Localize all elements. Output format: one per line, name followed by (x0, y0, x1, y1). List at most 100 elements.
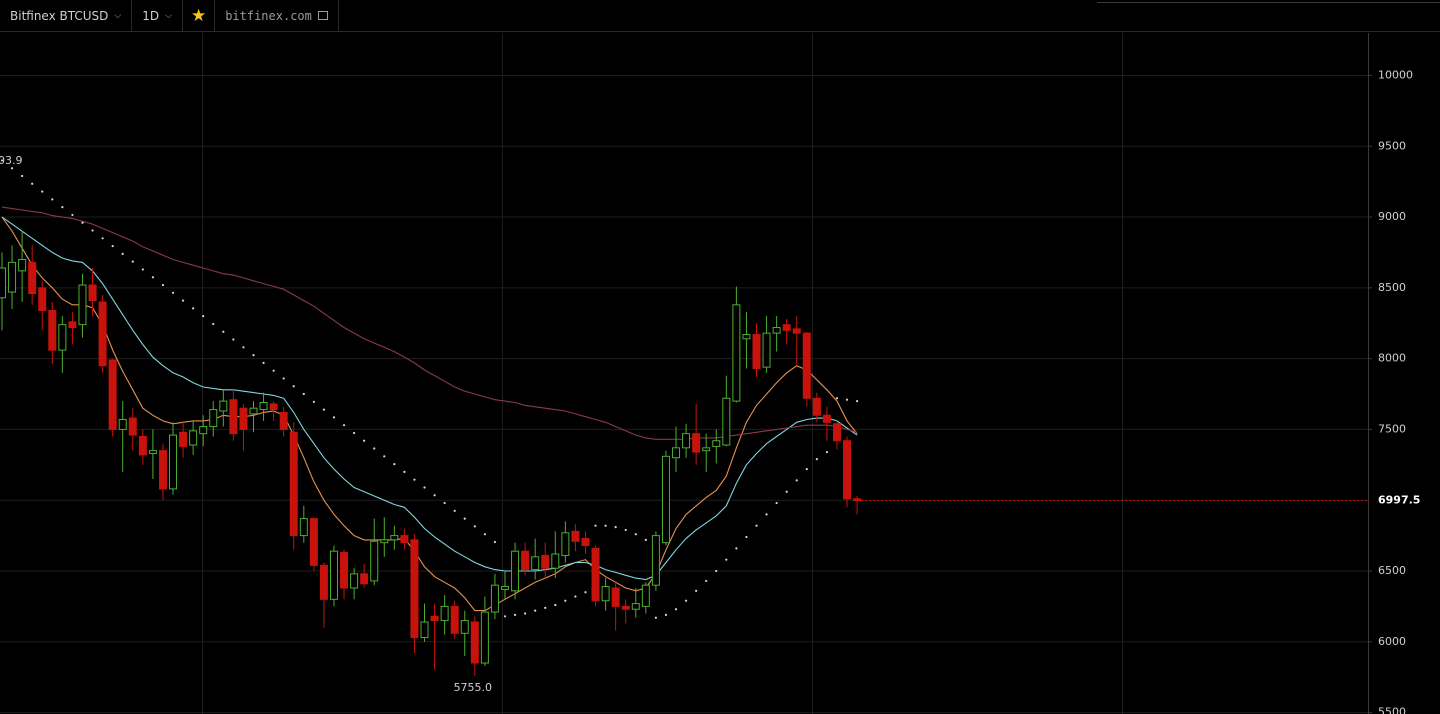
candle-body (329, 550, 338, 600)
sar-dot (755, 524, 758, 527)
candle-body (742, 334, 751, 340)
sar-dot (21, 174, 24, 178)
sar-dot (745, 535, 748, 539)
candle-body (832, 423, 841, 442)
sar-dot (805, 467, 808, 471)
sar-dot (413, 478, 416, 481)
candle-body (189, 430, 198, 446)
sar-dot (725, 558, 728, 561)
sar-dot (473, 525, 476, 528)
candle-body (169, 434, 178, 490)
candle-body (853, 498, 862, 502)
y-tick-label: 8000 (1378, 352, 1406, 365)
candle-body (501, 586, 509, 590)
sar-dot (503, 615, 507, 618)
candle-body (148, 450, 157, 454)
candle-body (350, 573, 359, 589)
sar-dot (624, 528, 627, 532)
y-tick-label: 6000 (1378, 635, 1406, 648)
y-tick-label: 5500 (1378, 706, 1406, 714)
candle-body (38, 287, 47, 311)
candle-body (621, 605, 630, 610)
candle-body (8, 261, 17, 293)
site-link[interactable]: bitfinex.com (215, 0, 339, 31)
sar-dot (51, 198, 54, 201)
candle-body (269, 403, 278, 411)
candle-body (48, 309, 57, 351)
candle-body (480, 611, 489, 664)
candle-body (702, 447, 711, 452)
toolbar: Bitfinex BTCUSD ⌵ 1D ⌵ ★ bitfinex.com (0, 0, 1440, 32)
candle-body (98, 301, 107, 367)
sar-dot (825, 450, 829, 454)
candle-body (390, 535, 399, 541)
sar-dot (61, 206, 64, 209)
candle-body (380, 539, 389, 544)
sar-dot (222, 330, 225, 333)
candle-body (229, 399, 238, 435)
sar-dot (634, 533, 637, 536)
top-line (1097, 2, 1440, 3)
candle-body (340, 552, 349, 589)
symbol-selector[interactable]: Bitfinex BTCUSD ⌵ (0, 0, 133, 31)
sar-dot (373, 447, 376, 450)
sar-dot (835, 397, 839, 400)
sar-dot (695, 589, 698, 592)
moving-average-line (1, 206, 858, 440)
candle-body (531, 556, 540, 571)
favorite-star[interactable]: ★ (183, 0, 216, 31)
sar-dot (101, 237, 104, 240)
sar-dot (614, 526, 617, 529)
candle-body (541, 554, 550, 569)
sar-dot (765, 513, 768, 516)
sar-dot (121, 252, 124, 255)
candle-body (78, 284, 87, 326)
candle-body (581, 537, 590, 547)
sar-dot (654, 616, 658, 619)
sar-dot (544, 606, 547, 609)
sar-dot (856, 400, 859, 403)
candle-body (641, 584, 650, 607)
sar-dot (212, 322, 215, 326)
sar-dot (845, 398, 849, 401)
sar-dot (322, 408, 326, 411)
sar-dot (161, 283, 165, 287)
sar-dot (715, 569, 718, 573)
sar-dot (785, 490, 788, 493)
sar-dot (493, 540, 497, 544)
symbol: Bitfinex BTCUSD (10, 8, 109, 23)
candle-body (360, 573, 369, 585)
sar-dot (674, 608, 678, 611)
sar-dot (705, 579, 708, 583)
candle-body (762, 332, 771, 368)
moving-average-line (1, 216, 858, 612)
sar-dot (171, 291, 175, 294)
sar-dot (513, 613, 517, 616)
sar-dot (252, 353, 255, 357)
candle-body (309, 518, 318, 566)
sar-dot (181, 299, 185, 302)
candle-body (571, 530, 580, 542)
sar-dot (111, 244, 114, 248)
sar-dot (664, 613, 668, 616)
sar-dot (483, 533, 486, 536)
sar-dot (735, 547, 738, 550)
sar-dot (292, 385, 295, 388)
sar-dot (604, 524, 607, 527)
sar-dot (574, 595, 577, 598)
sar-dot (443, 501, 446, 505)
candle-body (128, 417, 137, 436)
candle-body (772, 326, 781, 334)
sar-dot (353, 431, 356, 435)
plot-area (0, 33, 1368, 714)
y-tick-label: 6500 (1378, 564, 1406, 577)
sar-dot (272, 369, 275, 372)
interval-selector[interactable]: 1D ⌵ (132, 0, 183, 31)
sar-dot (91, 229, 94, 232)
sar-dot (534, 609, 537, 612)
sar-dot (453, 509, 456, 512)
sar-dot (71, 213, 74, 217)
sar-dot (795, 479, 798, 482)
candle-body (420, 621, 429, 639)
candle-body (672, 447, 681, 459)
